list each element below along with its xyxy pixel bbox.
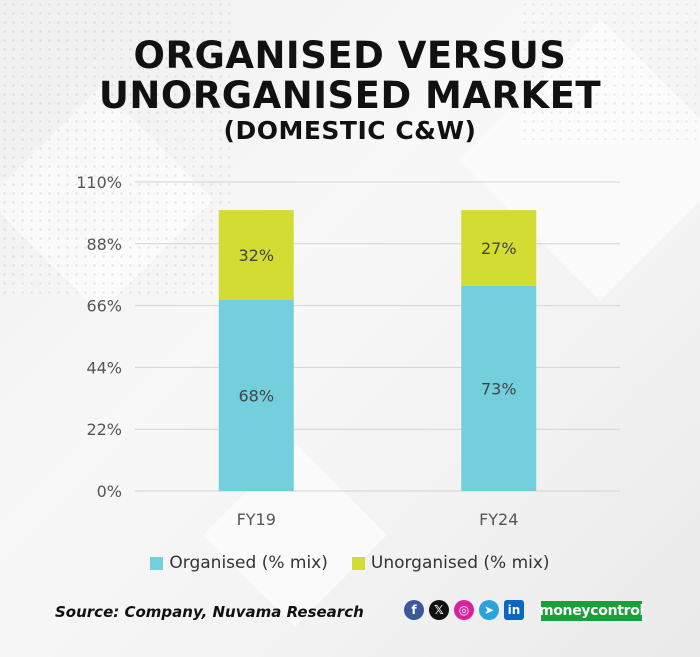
y-tick-label: 110% — [76, 173, 122, 192]
legend-item-organised: Organised (% mix) — [150, 553, 328, 573]
telegram-icon[interactable]: ➤ — [479, 600, 499, 620]
data-label: 68% — [238, 386, 274, 405]
bar-segment — [461, 210, 537, 286]
legend-item-unorganised: Unorganised (% mix) — [351, 553, 550, 573]
title-line-1: ORGANISED VERSUS — [133, 34, 567, 77]
bar-segment — [218, 299, 294, 491]
chart-title: ORGANISED VERSUS UNORGANISED MARKET — [0, 36, 700, 116]
source-note: Source: Company, Nuvama Research — [55, 603, 364, 621]
y-tick-label: 44% — [86, 358, 122, 377]
legend-label-unorganised: Unorganised (% mix) — [370, 553, 550, 573]
background-dots — [520, 0, 700, 140]
x-tick-label: FY19 — [237, 510, 276, 529]
y-tick-label: 0% — [97, 482, 122, 501]
x-tick-label: FY24 — [479, 510, 518, 529]
social-icons: f 𝕏 ◎ ➤ in — [404, 600, 524, 620]
y-tick-label: 66% — [86, 297, 122, 316]
chart-subtitle: (DOMESTIC C&W) — [223, 116, 477, 145]
data-label: 32% — [238, 246, 274, 265]
facebook-icon[interactable]: f — [404, 600, 424, 620]
instagram-icon[interactable]: ◎ — [454, 600, 474, 620]
legend-label-organised: Organised (% mix) — [169, 553, 328, 573]
legend: Organised (% mix) Unorganised (% mix) — [0, 553, 700, 573]
stacked-bar-chart: 0% 22% 44% 66% 88% 110% 68% 32% FY19 73% 27% FY24 — [76, 173, 620, 529]
title-line-2: UNORGANISED MARKET — [98, 74, 602, 117]
data-label: 73% — [481, 379, 517, 398]
y-tick-label: 22% — [86, 420, 122, 439]
x-icon[interactable]: 𝕏 — [429, 600, 449, 620]
legend-swatch-unorganised — [351, 556, 365, 570]
bar-segment — [461, 285, 537, 491]
y-tick-label: 88% — [86, 235, 122, 254]
background-dots — [0, 0, 230, 300]
bar-segment — [218, 210, 294, 300]
linkedin-icon[interactable]: in — [504, 600, 524, 620]
data-label: 27% — [481, 239, 517, 258]
brand-logo: moneycontrol — [538, 601, 645, 621]
legend-swatch-organised — [150, 556, 164, 570]
